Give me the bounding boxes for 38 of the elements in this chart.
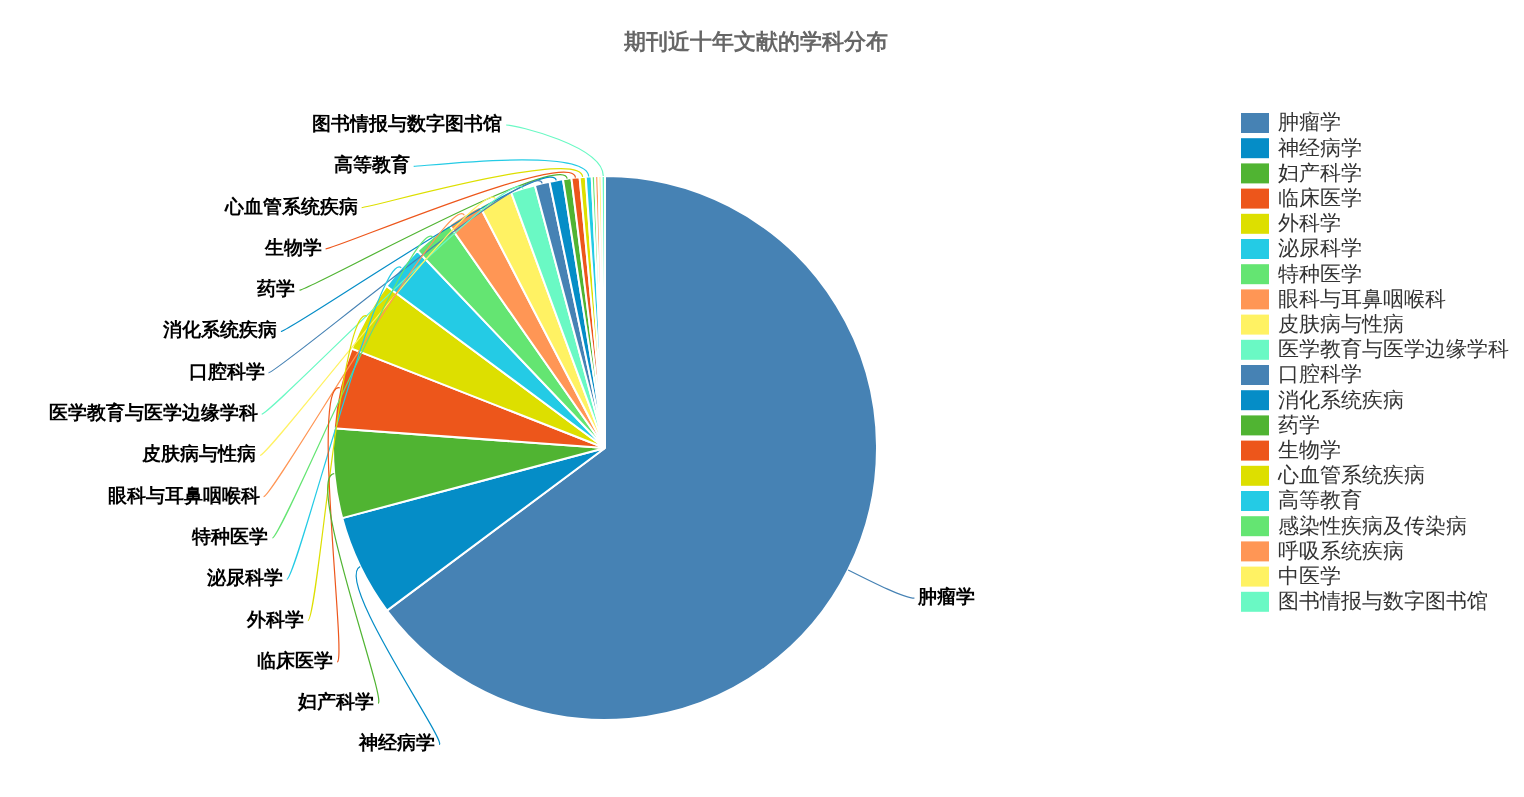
slice-label: 消化系统疾病 [161,318,277,341]
legend-label: 图书情报与数字图书馆 [1278,589,1488,614]
slice-label: 特种医学 [191,524,269,547]
slice-label: 肿瘤学 [917,585,976,608]
legend-label: 医学教育与医学边缘学科 [1278,337,1509,362]
legend-label: 皮肤病与性病 [1278,312,1404,337]
slice-label: 临床医学 [257,648,334,671]
legend-label: 神经病学 [1278,135,1362,160]
slice-label: 高等教育 [333,153,410,176]
legend-label: 口腔科学 [1278,362,1362,387]
slice-label: 图书情报与数字图书馆 [312,111,503,134]
legend-label: 高等教育 [1278,488,1362,513]
legend-label: 中医学 [1278,564,1341,589]
slice-label: 妇产科学 [296,690,374,713]
legend-label: 泌尿科学 [1278,236,1362,261]
legend-label: 呼吸系统疾病 [1278,538,1404,563]
slice-label: 皮肤病与性病 [141,442,257,465]
slice-label: 神经病学 [358,731,436,754]
legend-label: 临床医学 [1278,186,1362,211]
legend-label: 肿瘤学 [1278,110,1341,135]
slice-label: 生物学 [263,235,322,258]
legend-label: 药学 [1278,412,1320,437]
legend-label: 消化系统疾病 [1278,387,1404,412]
legend-label: 特种医学 [1278,261,1362,286]
chart-title: 期刊近十年文献的学科分布 [623,28,888,54]
slice-label: 外科学 [245,607,304,630]
legend-label: 外科学 [1278,211,1341,236]
legend-label: 感染性疾病及传染病 [1278,513,1467,538]
legend-label: 眼科与耳鼻咽喉科 [1278,286,1446,311]
legend-label: 妇产科学 [1278,160,1362,185]
slice-label: 医学教育与医学边缘学科 [48,401,258,424]
slice-label: 心血管系统疾病 [223,194,358,217]
legend-label: 心血管系统疾病 [1277,463,1425,488]
slice-label: 眼科与耳鼻咽喉科 [107,483,260,506]
slice-label: 药学 [256,277,296,300]
legend-label: 生物学 [1278,438,1341,463]
slice-label: 泌尿科学 [205,566,283,589]
slice-label: 口腔科学 [188,359,265,382]
